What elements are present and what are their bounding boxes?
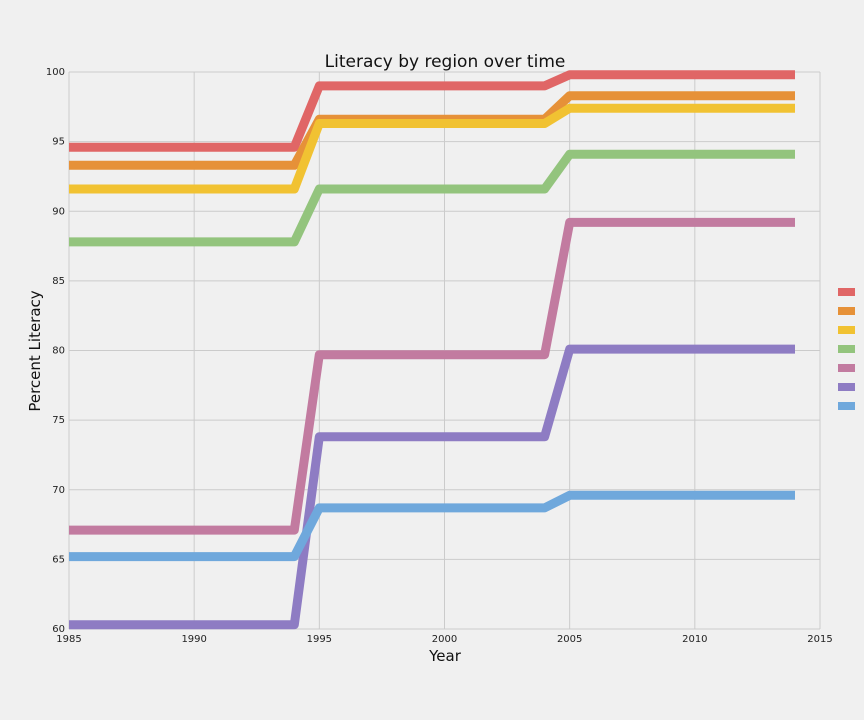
x-tick-label: 1995 [307, 634, 332, 645]
x-tick-label: 1990 [181, 634, 206, 645]
x-tick-labels: 1985 1990 1995 2000 2005 2010 2015 [56, 634, 832, 645]
y-tick-label: 80 [52, 346, 65, 357]
legend-swatch-1 [838, 288, 855, 296]
series-line-6 [69, 344, 795, 630]
y-tick-label: 95 [52, 137, 65, 148]
legend-swatch-3 [838, 326, 855, 334]
y-tick-label: 60 [52, 624, 65, 635]
series-line-5 [69, 217, 795, 535]
series-line-3 [69, 103, 795, 194]
chart-title: Literacy by region over time [325, 52, 566, 72]
y-tick-label: 85 [52, 276, 65, 287]
legend-swatch-4 [838, 345, 855, 353]
x-tick-label: 2005 [557, 634, 582, 645]
x-tick-label: 2000 [432, 634, 457, 645]
y-tick-label: 90 [52, 206, 65, 217]
legend-swatch-5 [838, 364, 855, 372]
x-tick-label: 2015 [807, 634, 832, 645]
y-tick-label: 65 [52, 554, 65, 565]
y-tick-label: 75 [52, 415, 65, 426]
series-line-7 [69, 490, 795, 562]
legend [838, 288, 855, 410]
x-axis-label: Year [428, 647, 462, 665]
legend-swatch-6 [838, 383, 855, 391]
x-tick-label: 2010 [682, 634, 707, 645]
y-axis-label: Percent Literacy [26, 290, 44, 411]
y-tick-label: 100 [46, 67, 65, 78]
series-line-1 [69, 70, 795, 152]
legend-swatch-7 [838, 402, 855, 410]
series-line-4 [69, 149, 795, 247]
y-tick-label: 70 [52, 485, 65, 496]
x-tick-label: 1985 [56, 634, 81, 645]
legend-swatch-2 [838, 307, 855, 315]
y-tick-labels: 60 65 70 75 80 85 90 95 100 [46, 67, 65, 635]
series-lines [69, 70, 795, 630]
